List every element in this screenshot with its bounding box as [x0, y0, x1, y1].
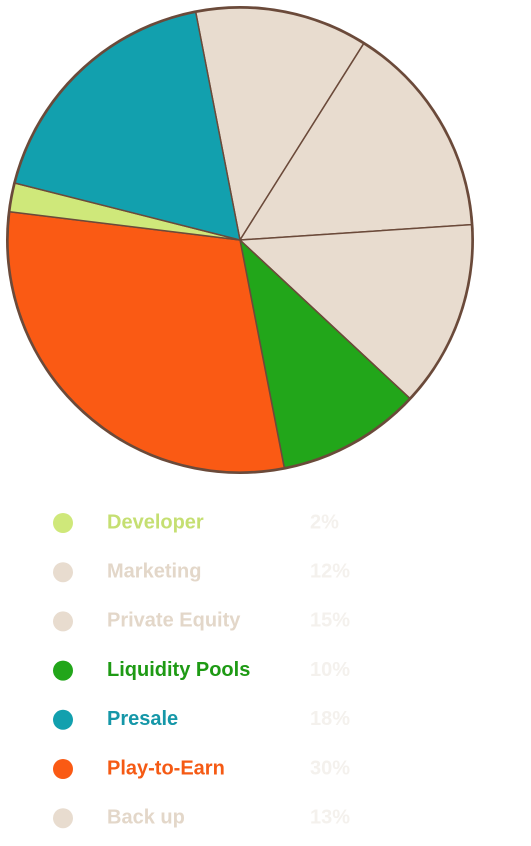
- pie-slice: [238, 42, 473, 241]
- pie-slice: [238, 237, 411, 469]
- legend-label: Developer: [107, 511, 204, 533]
- legend-value: 13%: [310, 806, 350, 828]
- legend-label: Back up: [107, 806, 185, 828]
- legend-label: Liquidity Pools: [107, 659, 250, 681]
- legend-label: Play-to-Earn: [107, 757, 225, 779]
- pie-slice: [14, 11, 241, 242]
- legend: Developer 2% Marketing 12% Private Equity 15%…: [53, 511, 350, 828]
- pie-slice: [194, 7, 365, 243]
- legend-value: 15%: [310, 610, 350, 632]
- legend-dot: [53, 808, 73, 829]
- legend-dot: [53, 660, 73, 681]
- legend-dot: [53, 759, 73, 779]
- legend-dot: [53, 513, 73, 533]
- legend-label: Marketing: [107, 560, 201, 582]
- legend-value: 10%: [310, 659, 350, 681]
- legend-label: Presale: [107, 708, 178, 730]
- legend-dot: [53, 709, 73, 730]
- pie-slice: [7, 210, 286, 473]
- legend-value: 30%: [310, 757, 350, 779]
- pie: [6, 6, 474, 474]
- legend-value: 2%: [310, 511, 339, 533]
- legend-label: Private Equity: [107, 610, 241, 632]
- legend-value: 12%: [310, 560, 350, 582]
- legend-dot: [53, 611, 73, 632]
- legend-value: 18%: [310, 708, 350, 730]
- pie-slice: [238, 223, 473, 400]
- legend-dot: [53, 562, 73, 583]
